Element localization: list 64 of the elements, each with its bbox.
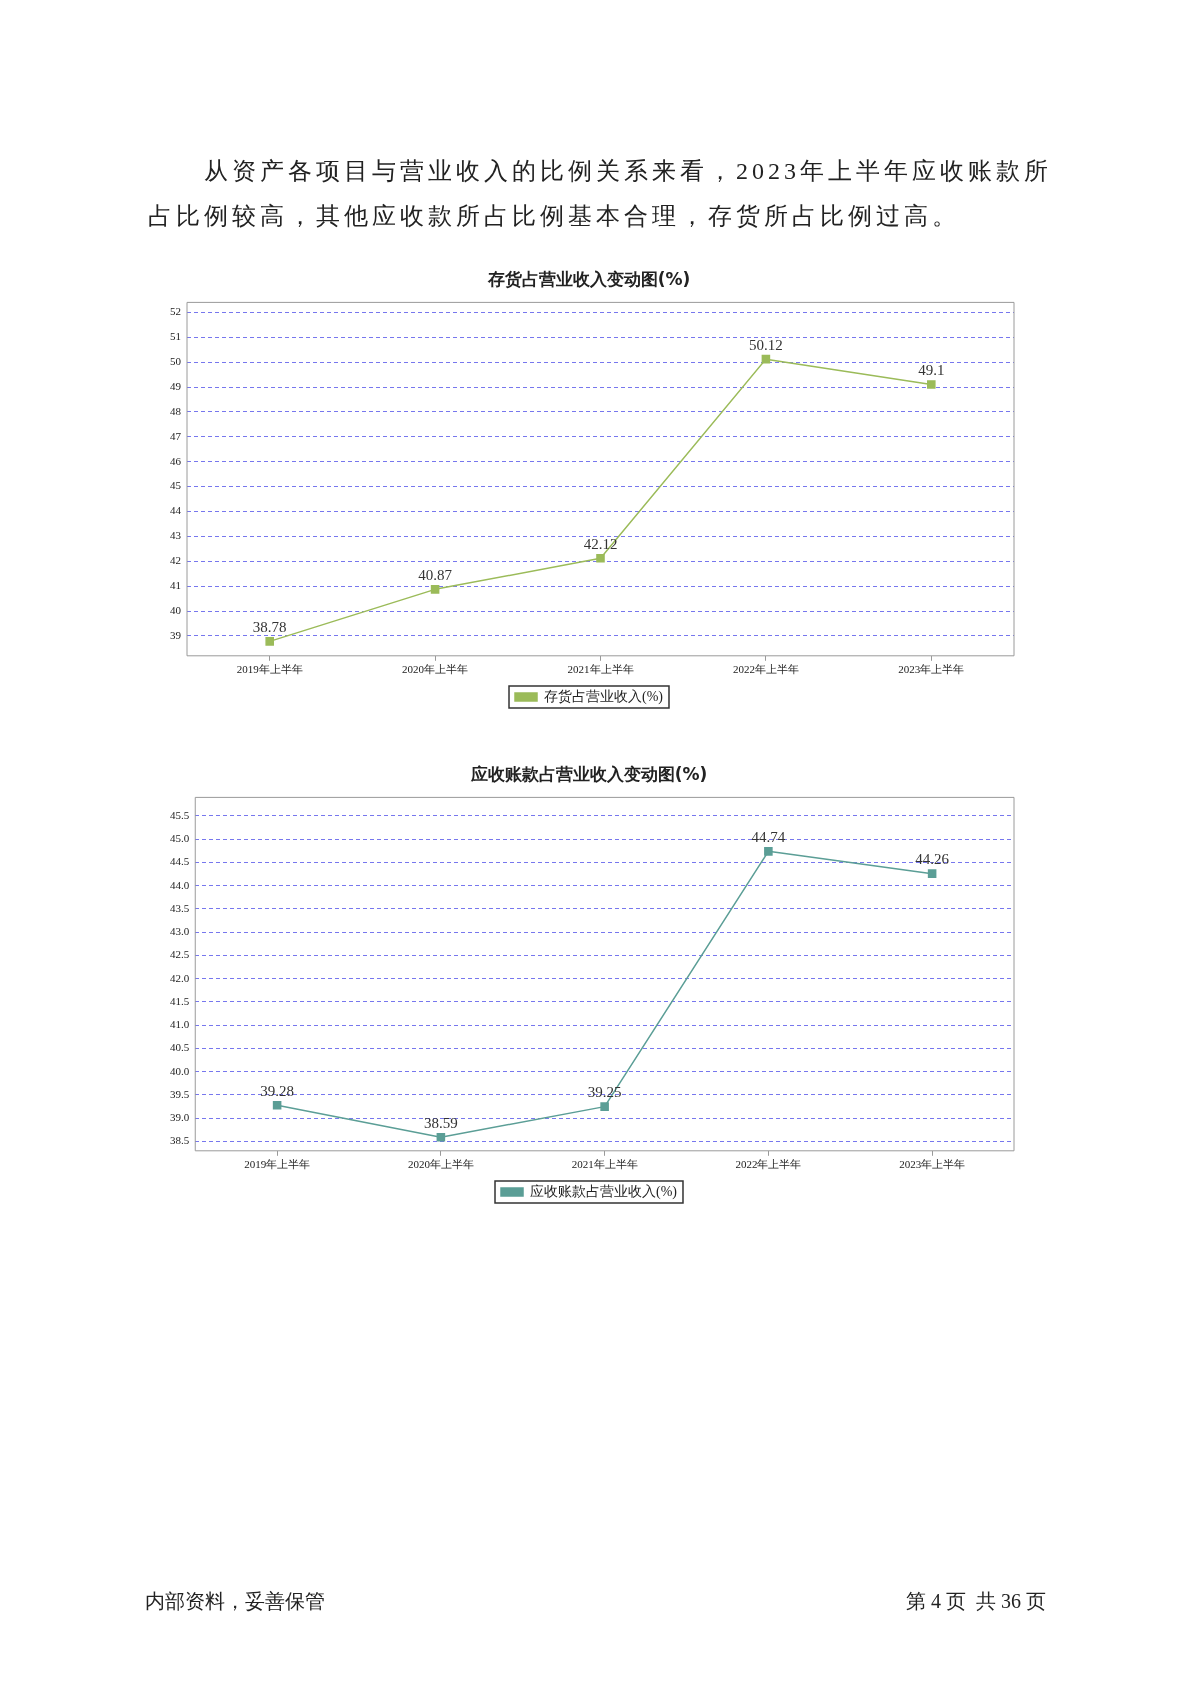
y-tick-label: 43 [170, 529, 182, 542]
point [764, 847, 773, 856]
text: 内部资料，妥善保管 [145, 1589, 325, 1614]
y-tick-label: 39.0 [170, 1111, 190, 1124]
y-tick-label: 43.5 [170, 901, 190, 914]
y-tick-label: 42.5 [170, 948, 190, 961]
data-label: 50.12 [749, 336, 783, 353]
data-label: 44.26 [915, 851, 950, 868]
data-label: 39.28 [260, 1082, 294, 1099]
y-tick-label: 42.0 [170, 971, 190, 984]
x-tick-label: 2023年上半年 [899, 1158, 966, 1171]
point [272, 1100, 282, 1110]
x-tick-label: 2019年上半年 [244, 1158, 311, 1171]
x-tick-label: 2022年上半年 [732, 663, 799, 676]
point [436, 1133, 446, 1142]
data-label: 44.74 [751, 828, 786, 845]
y-tick-label: 40.0 [170, 1064, 190, 1077]
y-tick-label: 40 [170, 603, 182, 616]
x-tick-label: 2022年上半年 [735, 1158, 802, 1171]
y-tick-label: 48 [170, 404, 182, 417]
legend-label: 存货占营业收入(%) [544, 688, 664, 705]
y-tick-label: 40.5 [170, 1041, 190, 1054]
y-tick-label: 45 [170, 479, 182, 492]
y-tick-label: 44.0 [170, 878, 190, 891]
point [927, 869, 937, 878]
data-label: 38.78 [252, 618, 287, 635]
x-tick-label: 2021年上半年 [571, 1158, 638, 1171]
chart-title: 应收账款占营业收入变动图(%) [469, 763, 708, 784]
chart-title: 存货占营业收入变动图(%) [486, 268, 691, 289]
y-tick-label: 45.5 [170, 808, 190, 821]
y-tick-label: 47 [170, 429, 182, 442]
y-tick-label: 41 [170, 579, 181, 592]
y-tick-label: 43.0 [170, 925, 190, 938]
legend-label: 应收账款占营业收入(%) [530, 1183, 678, 1200]
x-tick-label: 2021年上半年 [567, 663, 634, 676]
y-tick-label: 45.0 [170, 832, 190, 845]
y-tick-label: 51 [170, 330, 181, 343]
text: 第 4 页 共 36 页 [906, 1589, 1046, 1614]
data-label: 38.59 [424, 1114, 458, 1131]
point [761, 354, 771, 364]
point [600, 1102, 609, 1111]
y-tick-label: 44 [170, 504, 182, 517]
y-tick-label: 38.5 [170, 1134, 190, 1147]
y-tick-label: 41.5 [170, 994, 190, 1007]
y-tick-label: 50 [170, 355, 182, 368]
y-tick-label: 41.0 [170, 1018, 190, 1031]
y-tick-label: 52 [170, 305, 181, 318]
text: 从资产各项目与营业收入的比例关系来看，2023年上半年应收账款所占比例较高，其他应收款所占比例基本合理，存货所占比例过高。 [148, 157, 1053, 231]
y-tick-label: 39 [170, 628, 182, 641]
point [596, 553, 605, 563]
x-tick-label: 2019年上半年 [236, 663, 303, 676]
x-tick-label: 2023年上半年 [898, 663, 965, 676]
data-label: 49.1 [918, 361, 945, 378]
y-tick-label: 49 [170, 379, 182, 392]
x-tick-label: 2020年上半年 [407, 1158, 474, 1171]
point [927, 380, 936, 389]
x-tick-label: 2020年上半年 [402, 663, 469, 676]
point [430, 585, 440, 594]
y-tick-label: 46 [170, 454, 182, 467]
point [265, 637, 274, 646]
y-tick-label: 42 [170, 554, 181, 567]
y-tick-label: 44.5 [170, 855, 190, 868]
y-tick-label: 39.5 [170, 1087, 190, 1100]
data-label: 40.87 [418, 566, 453, 583]
